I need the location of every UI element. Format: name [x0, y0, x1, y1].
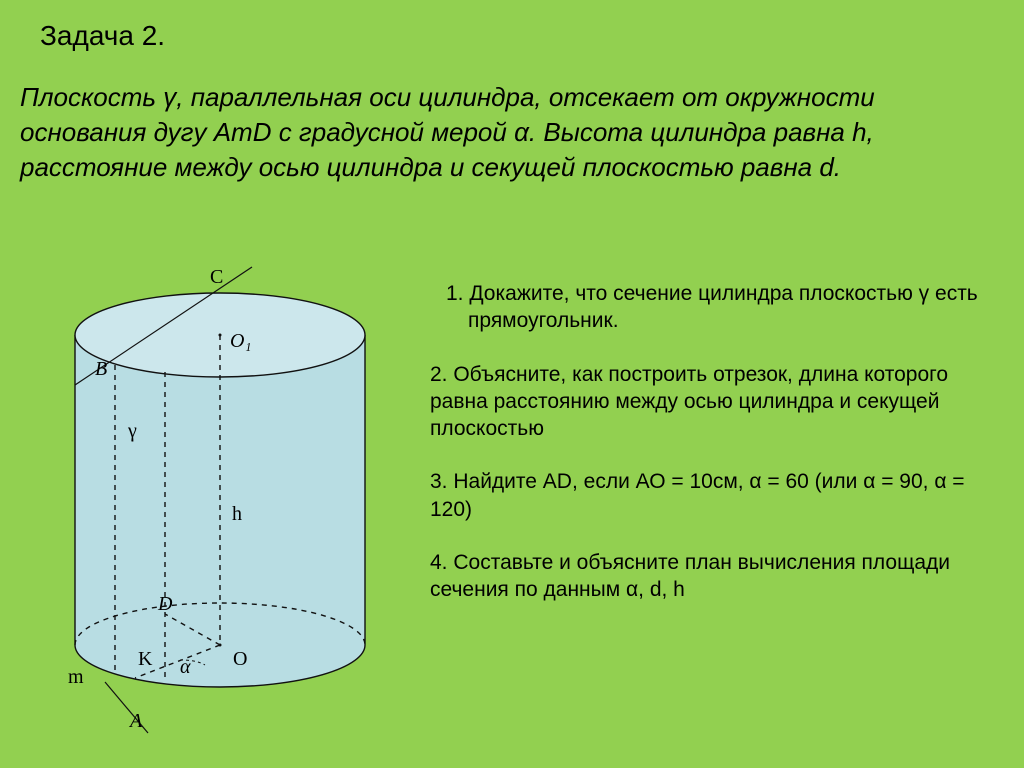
svg-text:m: m: [68, 666, 84, 688]
task-1: 1. Докажите, что сечение цилиндра плоско…: [430, 280, 999, 335]
svg-text:D: D: [157, 593, 173, 615]
svg-text:K: K: [138, 648, 153, 670]
problem-statement: Плоскость γ, параллельная оси цилиндра, …: [20, 80, 994, 185]
svg-text:B: B: [95, 358, 107, 380]
svg-text:O: O: [233, 648, 247, 670]
slide-title: Задача 2.: [40, 20, 165, 52]
task-list: 1. Докажите, что сечение цилиндра плоско…: [430, 280, 999, 630]
task-3: 3. Найдите AD, если АО = 10см, α = 60 (и…: [430, 468, 999, 523]
svg-text:C: C: [210, 266, 223, 288]
svg-text:α: α: [180, 656, 191, 678]
svg-text:O₁: O₁: [230, 330, 251, 352]
task-4: 4. Составьте и объясните план вычисления…: [430, 549, 999, 604]
svg-text:A: A: [128, 710, 143, 732]
cylinder-diagram: C O₁ Bγ h D Kα Om A: [20, 265, 420, 755]
svg-text:h: h: [232, 503, 242, 525]
svg-text:γ: γ: [127, 420, 137, 442]
task-2: 2. Объясните, как построить отрезок, дли…: [430, 361, 999, 443]
